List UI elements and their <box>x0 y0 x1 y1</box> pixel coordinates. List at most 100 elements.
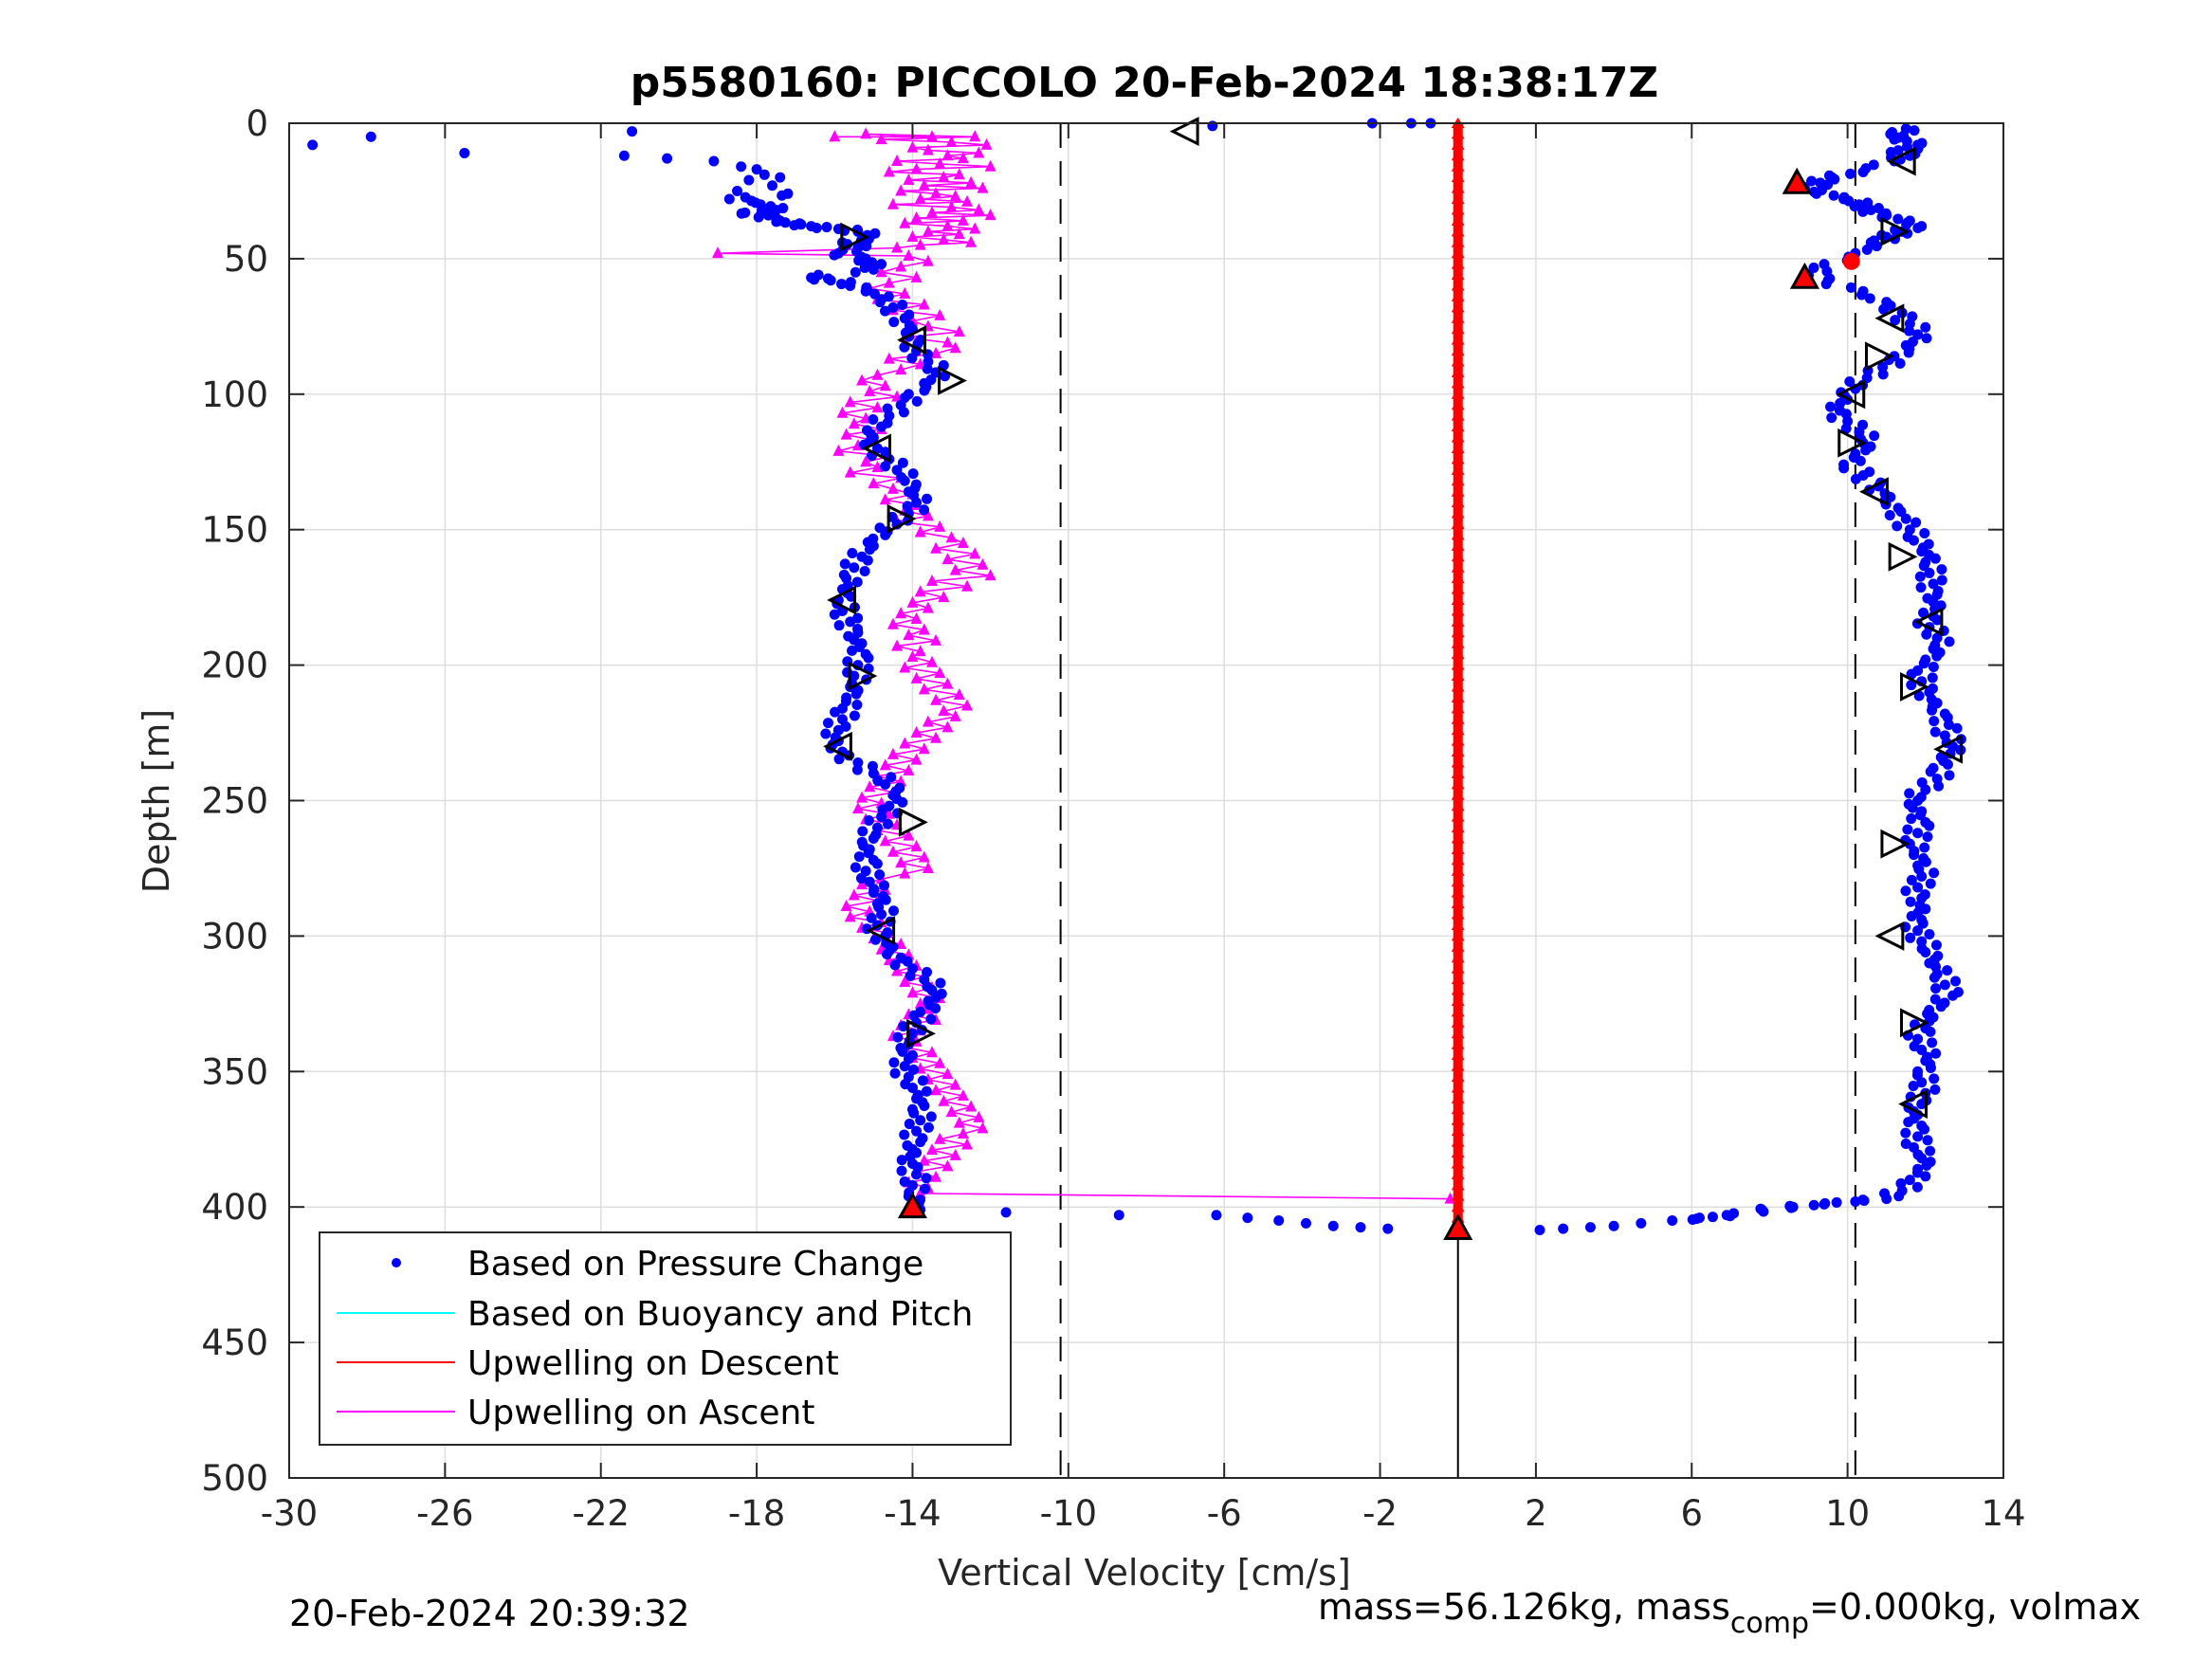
descent-point <box>1451 1103 1465 1115</box>
pressure-point <box>759 169 770 180</box>
footer-timestamp: 20-Feb-2024 20:39:32 <box>289 1593 690 1634</box>
descent-point <box>1451 735 1465 746</box>
pressure-point <box>1929 640 1941 651</box>
upwelling-descent-series <box>1451 118 1465 1234</box>
ascent-point <box>934 308 946 320</box>
descent-point <box>1451 150 1465 161</box>
ascent-point <box>965 235 978 247</box>
ascent-point <box>887 482 899 494</box>
descent-point <box>1451 876 1465 887</box>
ascent-point <box>910 671 923 684</box>
y-tick-label: 400 <box>201 1187 268 1228</box>
pressure-point <box>896 1165 907 1176</box>
pressure-point <box>1900 885 1911 897</box>
pressure-point <box>809 274 820 285</box>
pressure-point <box>1929 994 1941 1005</box>
descent-point <box>1451 908 1465 920</box>
pressure-point <box>1929 867 1940 879</box>
direction-marker <box>906 1018 937 1048</box>
pressure-point <box>1906 680 1917 691</box>
ascent-point <box>883 352 895 364</box>
pressure-point <box>1930 983 1942 994</box>
ascent-point <box>941 1159 954 1172</box>
pressure-point <box>1900 1127 1911 1139</box>
pressure-point <box>777 190 788 201</box>
pressure-point <box>1855 455 1866 466</box>
direction-marker <box>1888 541 1918 572</box>
ascent-point <box>864 384 876 396</box>
ascent-point <box>926 1046 938 1058</box>
descent-point <box>1451 236 1465 247</box>
ascent-point <box>860 455 872 467</box>
ascent-point <box>914 238 926 250</box>
pressure-point <box>1840 409 1852 420</box>
pressure-point <box>1826 412 1837 424</box>
ascent-point <box>973 1110 985 1122</box>
ascent-point <box>922 601 934 613</box>
pressure-point <box>1951 722 1963 734</box>
ascent-point <box>856 878 868 890</box>
ascent-point <box>918 742 930 755</box>
pressure-point <box>902 501 913 512</box>
pressure-point <box>1912 828 1924 839</box>
pressure-point <box>753 211 764 223</box>
pressure-point <box>874 297 886 308</box>
descent-point <box>1451 681 1465 692</box>
pressure-point <box>897 1046 908 1057</box>
ascent-point <box>899 216 911 228</box>
ascent-point <box>906 140 919 153</box>
ascent-point <box>910 612 923 625</box>
descent-point <box>1451 160 1465 172</box>
pressure-point <box>871 443 883 454</box>
pressure-point <box>897 299 908 310</box>
pressure-point <box>627 126 638 137</box>
pressure-point <box>1920 856 1931 867</box>
pressure-point <box>1921 629 1932 640</box>
pressure-point <box>925 1111 937 1122</box>
descent-point <box>1451 497 1465 508</box>
descent-point <box>1451 865 1465 876</box>
pressure-point <box>1838 463 1850 474</box>
pressure-point <box>847 547 858 558</box>
pressure-point <box>852 623 864 634</box>
pressure-point <box>881 948 892 959</box>
pressure-point <box>1913 690 1925 702</box>
ascent-point <box>844 465 856 478</box>
pressure-point <box>911 395 923 407</box>
pressure-point <box>1916 943 1928 955</box>
pressure-point <box>923 1121 934 1133</box>
pressure-point <box>1327 1220 1339 1231</box>
descent-point <box>1451 1201 1465 1212</box>
ascent-point <box>899 737 911 749</box>
ascent-point <box>910 211 923 224</box>
y-tick-label: 250 <box>201 781 268 822</box>
pressure-point <box>779 217 791 228</box>
pressure-point <box>1000 1207 1012 1218</box>
ascent-point <box>973 203 985 215</box>
ascent-point <box>938 171 950 183</box>
footer-mass: mass=56.126kg, mass <box>1318 1586 1730 1628</box>
direction-marker <box>1837 428 1868 458</box>
ascent-point <box>895 607 907 619</box>
direction-marker <box>1874 303 1905 334</box>
descent-point <box>1451 1006 1465 1017</box>
pressure-point <box>1950 975 1962 987</box>
pressure-point <box>833 620 845 631</box>
footer-mass-info: mass=56.126kg, masscomp=0.000kg, volmax <box>1318 1586 2141 1640</box>
ascent-point <box>906 986 919 998</box>
ascent-point <box>953 688 965 701</box>
ascent-point <box>960 699 973 711</box>
pressure-point <box>876 259 887 270</box>
pressure-point <box>1858 1195 1870 1207</box>
ascent-point <box>949 1148 961 1160</box>
direction-marker <box>862 433 891 464</box>
y-tick-label: 450 <box>201 1322 268 1363</box>
pressure-point <box>896 1155 907 1166</box>
pressure-point <box>1930 939 1942 951</box>
ascent-point <box>953 168 965 180</box>
ascent-point <box>926 574 938 587</box>
pressure-point <box>919 385 930 396</box>
descent-point <box>1451 778 1465 790</box>
pressure-point <box>874 869 886 881</box>
ascent-point <box>945 136 958 148</box>
